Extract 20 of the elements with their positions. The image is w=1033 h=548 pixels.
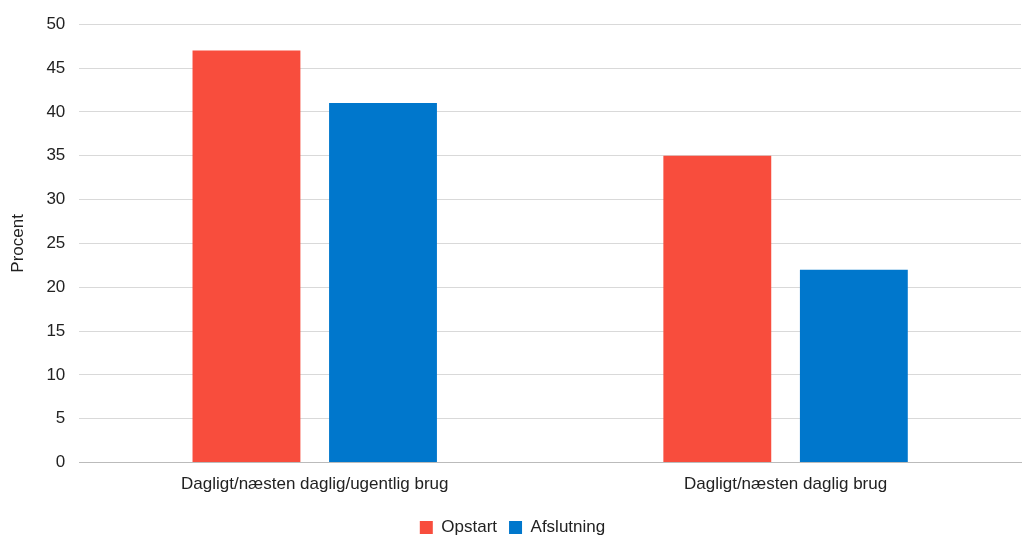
y-tick-label: 5 [55,408,66,428]
bar [799,269,908,463]
y-tick-label: 10 [46,364,66,384]
y-tick-label: 15 [46,320,66,340]
y-tick-label: 25 [46,233,66,253]
legend-label: Afslutning [530,517,606,537]
y-tick-label: 20 [46,276,66,296]
legend-label: Opstart [441,517,498,537]
y-tick-label: 40 [46,101,66,121]
x-tick-label: Dagligt/næsten daglig brug [683,474,888,494]
y-tick-label: 35 [46,145,66,165]
x-tick-label: Dagligt/næsten daglig/ugentlig brug [181,474,449,494]
bar [192,50,301,463]
bar [663,155,772,463]
y-tick-label: 50 [46,13,66,33]
y-tick-label: 45 [46,57,66,77]
y-tick-label: 0 [55,452,66,472]
y-axis-title: Procent [7,213,27,273]
bar [329,103,437,463]
y-tick-label: 30 [46,189,66,209]
